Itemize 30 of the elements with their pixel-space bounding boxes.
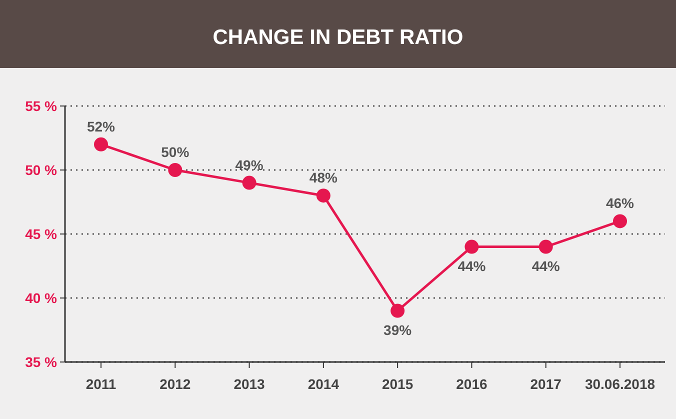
x-tick-label: 2013 <box>234 376 266 392</box>
data-label: 50% <box>161 144 190 160</box>
point <box>464 240 479 254</box>
x-tick-label: 2015 <box>382 376 414 392</box>
data-label: 48% <box>309 170 338 186</box>
chart-title: CHANGE IN DEBT RATIO <box>212 26 464 49</box>
point <box>613 214 627 228</box>
x-tick-label: 2016 <box>456 376 488 392</box>
data-label: 44% <box>532 258 560 274</box>
point <box>538 240 553 254</box>
y-tick-label: 50 % <box>25 162 58 178</box>
x-tick-label: 2014 <box>308 376 340 392</box>
y-tick-label: 35 % <box>25 354 58 370</box>
y-tick-label: 45 % <box>25 226 58 242</box>
x-tick-label: 30.06.2018 <box>584 376 656 392</box>
data-label: 49% <box>235 156 264 173</box>
y-tick-label: 55 % <box>25 98 58 114</box>
x-tick-label: 2017 <box>530 376 562 392</box>
point <box>316 188 330 203</box>
data-label: 39% <box>384 322 412 338</box>
data-label: 52% <box>86 118 116 134</box>
point <box>390 304 405 318</box>
x-tick-label: 2011 <box>86 376 116 392</box>
point <box>168 163 182 177</box>
y-tick-label: 40 % <box>25 290 58 306</box>
data-label: 46% <box>606 195 635 212</box>
point <box>242 176 256 190</box>
x-tick-label: 2012 <box>160 376 191 392</box>
point <box>94 137 108 152</box>
data-label: 44% <box>458 258 486 274</box>
